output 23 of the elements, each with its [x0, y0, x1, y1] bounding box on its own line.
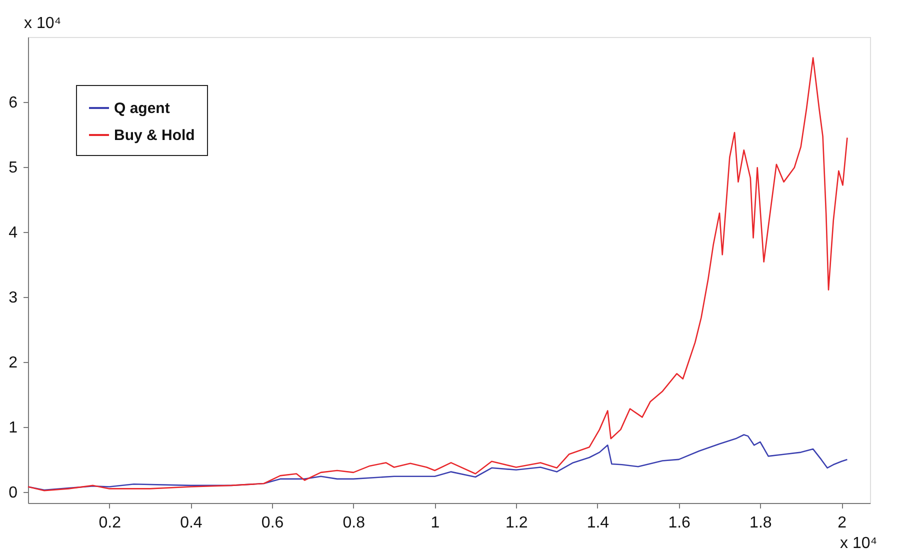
x-tick-label: 1.8	[750, 514, 772, 532]
x-tick-label: 1.4	[586, 514, 610, 532]
line-series	[27, 434, 848, 491]
x-tick-label: 0.4	[180, 514, 202, 532]
y-tick-label: 0	[8, 484, 18, 502]
y-tick-label: 2	[8, 354, 18, 372]
text: x 10⁴	[24, 15, 62, 32]
x-tick-label: 0.6	[261, 514, 284, 532]
legend-label: Buy & Hold	[114, 127, 195, 144]
x-tick-label: 1.6	[668, 514, 691, 532]
y-tick-label: 3	[8, 289, 18, 306]
x-tick-label: 1.2	[505, 514, 528, 532]
x-tick-label: 2	[838, 514, 847, 532]
x-tick-label: 0.2	[98, 514, 122, 532]
y-tick-label: 6	[8, 94, 18, 112]
x-tick-label: 1	[430, 514, 440, 532]
legend-label: Q agent	[114, 100, 170, 117]
text: x 10⁴	[840, 535, 878, 551]
y-tick-label: 1	[8, 419, 18, 436]
y-tick-label: 4	[8, 224, 18, 242]
y-tick-label: 5	[8, 159, 18, 176]
x-tick-label: 0.8	[342, 514, 366, 532]
line-series	[27, 57, 848, 492]
